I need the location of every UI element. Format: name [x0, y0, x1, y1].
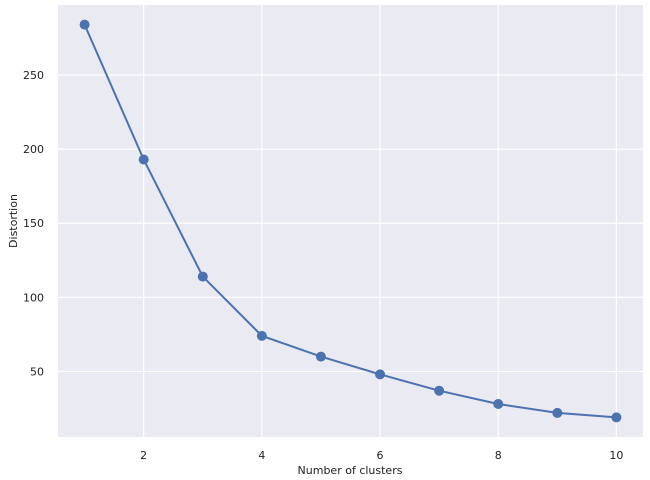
y-tick-label: 150 [23, 217, 44, 230]
data-point [493, 399, 504, 410]
data-point [552, 407, 563, 418]
data-point [138, 154, 149, 165]
data-point [611, 412, 622, 423]
y-tick-label: 100 [23, 291, 44, 304]
data-point [256, 330, 267, 341]
y-tick-label: 250 [23, 69, 44, 82]
x-tick-label: 6 [377, 449, 384, 462]
data-point [79, 19, 90, 30]
data-point [434, 385, 445, 396]
x-tick-label: 2 [140, 449, 147, 462]
data-point [315, 351, 326, 362]
data-point [375, 369, 386, 380]
x-tick-label: 4 [258, 449, 265, 462]
x-tick-label: 8 [495, 449, 502, 462]
series-line [83, 24, 617, 419]
x-tick-label: 10 [609, 449, 623, 462]
y-tick-label: 200 [23, 143, 44, 156]
x-axis-label: Number of clusters [298, 464, 403, 477]
data-point [197, 271, 208, 282]
y-axis-label: Distortion [7, 194, 20, 248]
plot-background [58, 5, 643, 437]
y-tick-label: 50 [30, 365, 44, 378]
